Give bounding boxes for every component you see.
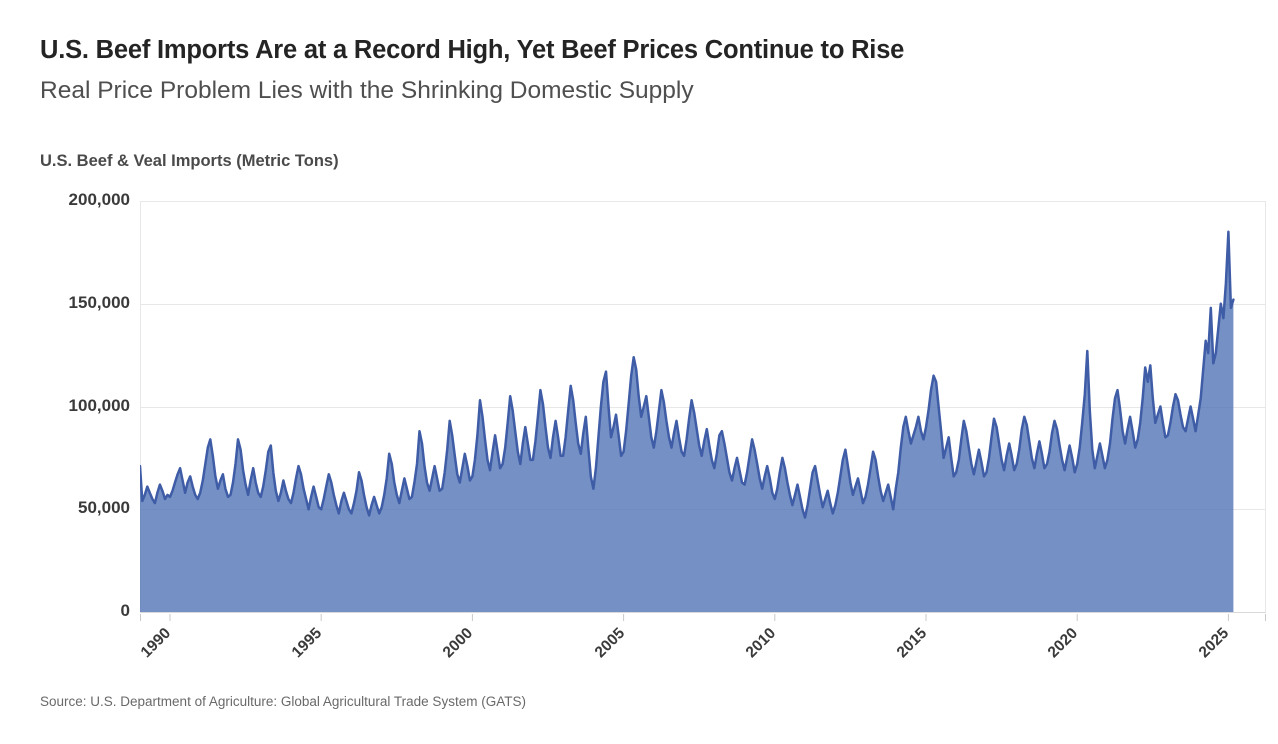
y-axis-label: 0 — [120, 601, 130, 620]
y-axis-label: 150,000 — [68, 292, 130, 312]
page-subtitle: Real Price Problem Lies with the Shrinki… — [40, 77, 694, 104]
y-axis-label: 50,000 — [78, 498, 130, 518]
trend-line — [140, 230, 1235, 519]
chart-plot-area — [140, 201, 1266, 621]
area-series — [140, 231, 1234, 613]
y-axis-label: 100,000 — [68, 395, 130, 415]
y-axis-label: 200,000 — [68, 190, 130, 209]
source-note: Source: U.S. Department of Agriculture: … — [40, 694, 526, 709]
page-title: U.S. Beef Imports Are at a Record High, … — [40, 36, 905, 64]
chart-axis-title: U.S. Beef & Veal Imports (Metric Tons) — [40, 152, 339, 170]
